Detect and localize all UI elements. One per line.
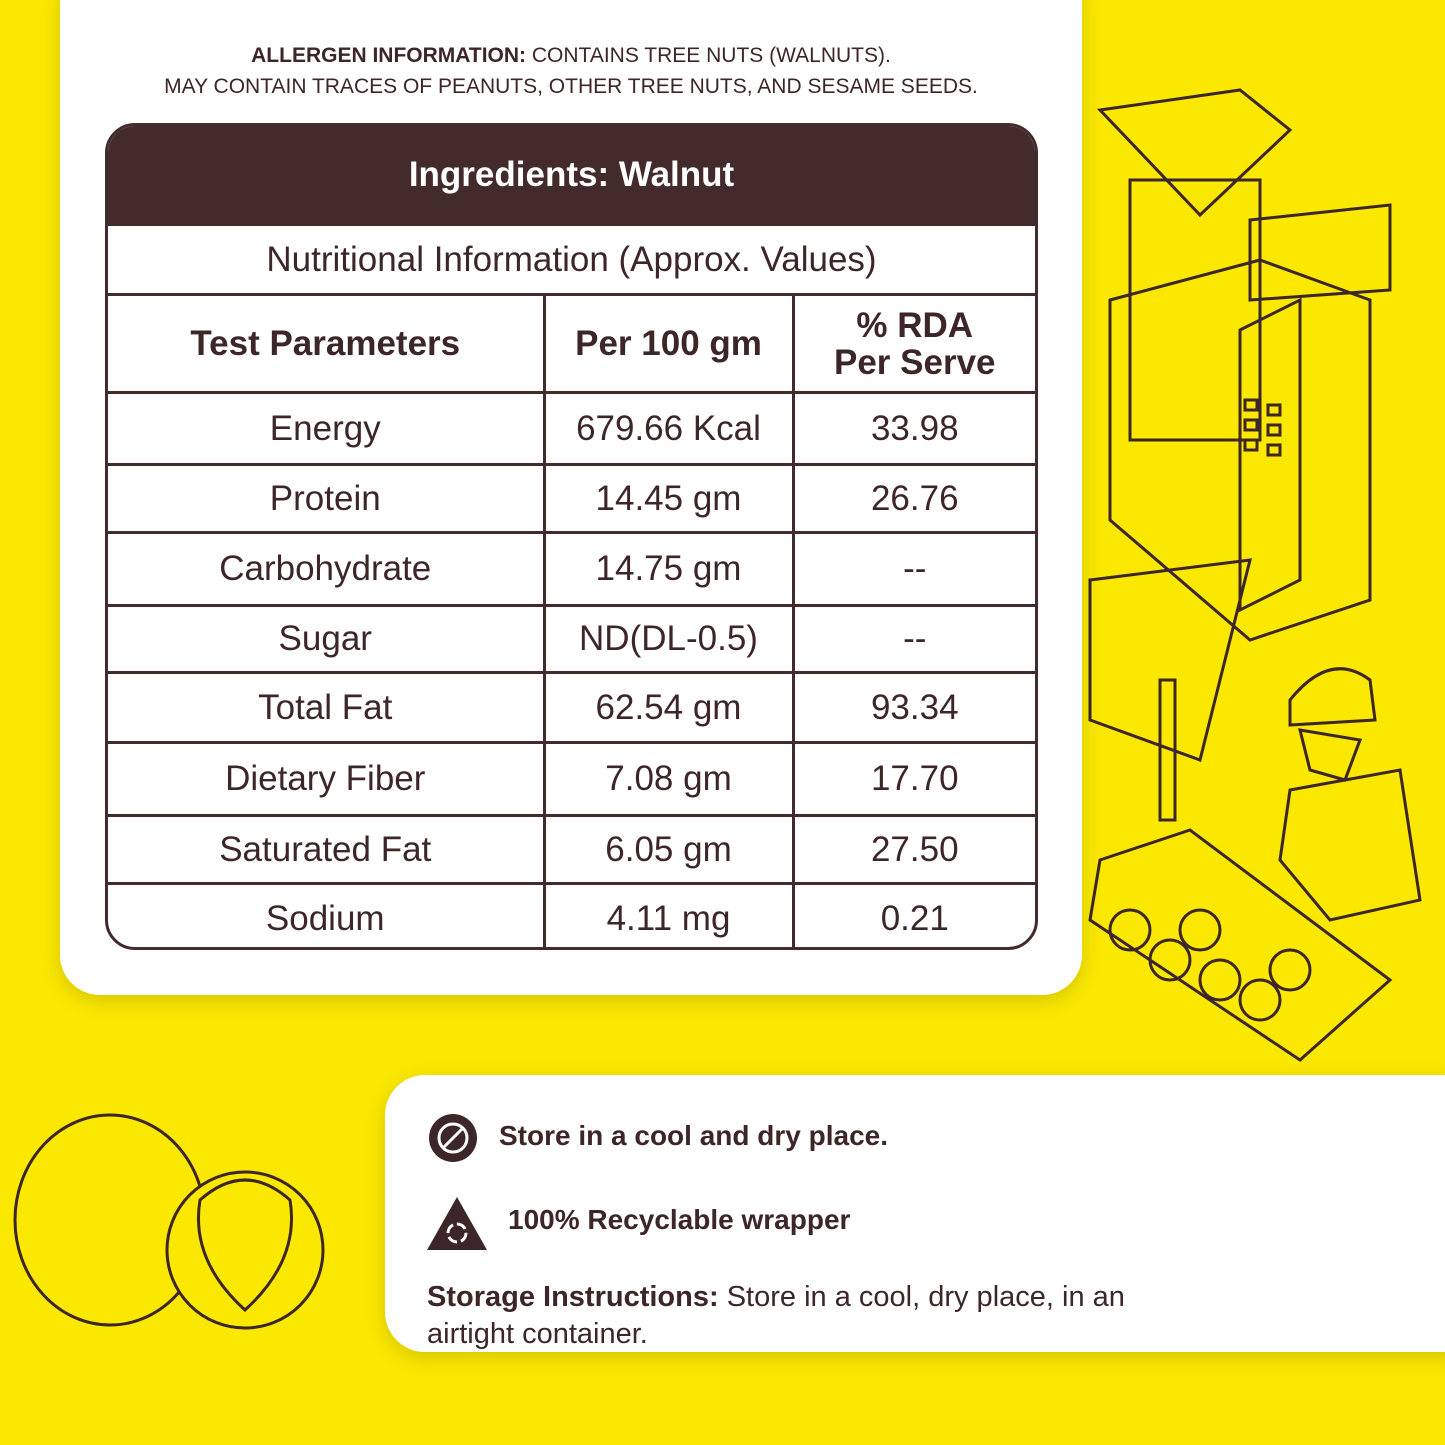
data-row: Carbohydrate 14.75 gm --: [108, 531, 1035, 607]
data-row: Sugar ND(DL-0.5) --: [108, 604, 1035, 674]
table-title: Ingredients: Walnut: [108, 126, 1035, 223]
allergen-label: ALLERGEN INFORMATION:: [251, 44, 527, 67]
cell: Carbohydrate: [108, 531, 546, 607]
cell: --: [791, 531, 1035, 607]
no-moisture-icon: [429, 1114, 477, 1162]
cell: 679.66 Kcal: [542, 391, 795, 466]
machine-drawing: [1088, 88, 1393, 1062]
header-cell: Test Parameters: [108, 293, 546, 394]
machine-buttons: [1243, 398, 1282, 457]
cell: Energy: [108, 391, 546, 466]
data-row: Total Fat 62.54 gm 93.34: [108, 671, 1035, 744]
subtitle-row: Nutritional Information (Approx. Values): [108, 223, 1035, 296]
storage-item: 100% Recyclable wrapper: [508, 1204, 851, 1235]
data-row: Sodium 4.11 mg 0.21: [108, 882, 1035, 947]
data-row: Saturated Fat 6.05 gm 27.50: [108, 814, 1035, 885]
cell: Sodium: [108, 882, 546, 947]
data-row: Protein 14.45 gm 26.76: [108, 463, 1035, 534]
cell: 6.05 gm: [542, 814, 795, 885]
cell: --: [791, 604, 1035, 674]
table-subtitle: Nutritional Information (Approx. Values): [108, 223, 1035, 296]
cell: 14.45 gm: [542, 463, 795, 534]
cell: ND(DL-0.5): [542, 604, 795, 674]
allergen-text: CONTAINS TREE NUTS (WALNUTS).: [531, 44, 891, 67]
cell: 33.98: [791, 391, 1035, 466]
worker: [1278, 667, 1422, 922]
header-row: Test Parameters Per 100 gm% RDA Per Serve: [108, 293, 1035, 394]
cell: Sugar: [108, 604, 546, 674]
cell: 17.70: [791, 741, 1035, 817]
storage-label: Storage Instructions:: [427, 1281, 719, 1313]
cell: 62.54 gm: [542, 671, 795, 744]
cell: 4.11 mg: [542, 882, 795, 947]
header-cell: % RDA Per Serve: [791, 293, 1035, 394]
header-cell: Per 100 gm: [542, 293, 795, 394]
allergen-text: MAY CONTAIN TRACES OF PEANUTS, OTHER TRE…: [164, 75, 978, 98]
storage-text: Store in a cool, dry place, in an airtig…: [427, 1281, 1125, 1350]
recycle-icon: [427, 1197, 487, 1250]
cell: 93.34: [791, 671, 1035, 744]
cell: Saturated Fat: [108, 814, 546, 885]
cell: Protein: [108, 463, 546, 534]
nutrition-table: Ingredients: Walnut Nutritional Informat…: [105, 123, 1038, 950]
walnut-drawing: [13, 1113, 325, 1330]
storage-instructions: Storage Instructions: Store in a cool, d…: [427, 1279, 1187, 1353]
cell: 0.21: [791, 882, 1035, 947]
data-row: Energy 679.66 Kcal 33.98: [108, 391, 1035, 466]
header-line: % RDA: [856, 305, 974, 345]
cell: Total Fat: [108, 671, 546, 744]
header-line: Per Serve: [833, 342, 996, 382]
data-row: Dietary Fiber 7.08 gm 17.70: [108, 741, 1035, 817]
walnuts-box: [1108, 908, 1312, 1022]
cell: 27.50: [791, 814, 1035, 885]
storage-item: Store in a cool and dry place.: [499, 1120, 888, 1151]
cell: 26.76: [791, 463, 1035, 534]
storage-card: [385, 1075, 1445, 1352]
cell: Dietary Fiber: [108, 741, 546, 817]
table-grid: Nutritional Information (Approx. Values)…: [108, 223, 1035, 947]
allergen-info: ALLERGEN INFORMATION: CONTAINS TREE NUTS…: [0, 40, 1142, 102]
cell: 7.08 gm: [542, 741, 795, 817]
cell: 14.75 gm: [542, 531, 795, 607]
